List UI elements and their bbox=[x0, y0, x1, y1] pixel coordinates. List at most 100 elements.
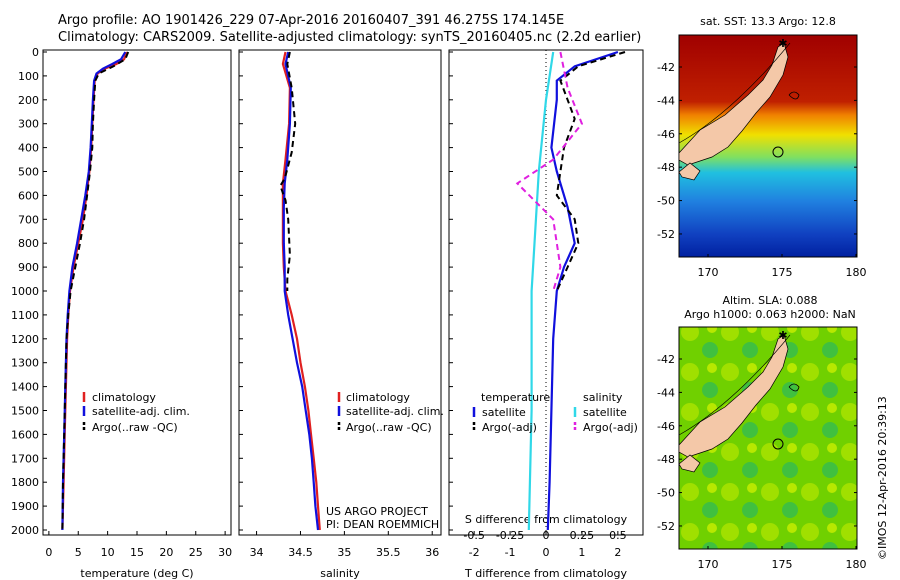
x-tick-label: -2 bbox=[469, 546, 480, 559]
legend-label: satellite-adj. clim. bbox=[346, 405, 444, 418]
y-tick-label: -48 bbox=[657, 453, 675, 466]
x-tick-label: 175 bbox=[772, 558, 793, 571]
x-tick-label: 180 bbox=[846, 266, 867, 279]
y-tick-label: -44 bbox=[657, 386, 675, 399]
y-tick-label: 700 bbox=[18, 213, 39, 226]
s-tick-label: -0.5 bbox=[463, 529, 484, 542]
contour-line bbox=[678, 42, 791, 144]
x-tick-label: 0 bbox=[45, 546, 52, 559]
legend-title-salinity: salinity bbox=[583, 391, 623, 404]
y-tick-label: 1400 bbox=[11, 381, 39, 394]
x-tick-label: 2 bbox=[614, 546, 621, 559]
series-line-1 bbox=[61, 51, 127, 531]
x-tick-label: 0 bbox=[543, 546, 550, 559]
x-tick-label: 35.5 bbox=[376, 546, 401, 559]
y-tick-label: -42 bbox=[657, 353, 675, 366]
series-line-2 bbox=[279, 51, 297, 291]
plot-frame bbox=[238, 49, 442, 536]
legend-label: climatology bbox=[346, 391, 410, 404]
series-line-3 bbox=[515, 51, 584, 292]
y-tick-label: 200 bbox=[18, 94, 39, 107]
legend-title-temperature: temperature bbox=[481, 391, 550, 404]
x-tick-label: 180 bbox=[846, 558, 867, 571]
contour-island bbox=[788, 383, 800, 392]
x-tick-label: 25 bbox=[189, 546, 203, 559]
annotation-line-1: US ARGO PROJECT bbox=[326, 505, 428, 518]
chart-panel-temperature-profile: 0100200300400500600700800900100011001200… bbox=[11, 46, 232, 580]
land-south-island bbox=[678, 42, 789, 166]
x-tick-label: 175 bbox=[772, 266, 793, 279]
y-tick-label: 800 bbox=[18, 237, 39, 250]
y-tick-label: 600 bbox=[18, 189, 39, 202]
y-tick-label: -46 bbox=[657, 420, 675, 433]
chart-panel-salinity-profile: 34 34.5 35 35.5 36 salinity climatologysatelli… bbox=[238, 49, 444, 580]
s-tick-label: 0.5 bbox=[609, 529, 627, 542]
s-tick-label: -0.25 bbox=[496, 529, 524, 542]
y-tick-label: 1700 bbox=[11, 452, 39, 465]
legend-label: satellite-adj. clim. bbox=[92, 405, 190, 418]
series-line-0 bbox=[546, 50, 619, 531]
y-tick-label: 1300 bbox=[11, 357, 39, 370]
x-tick-label: 15 bbox=[130, 546, 144, 559]
y-tick-label: 900 bbox=[18, 261, 39, 274]
s-tick-label: 0.25 bbox=[570, 529, 595, 542]
legend-label: climatology bbox=[92, 391, 156, 404]
y-tick-label: 100 bbox=[18, 70, 39, 83]
x-axis-label: T difference from climatology bbox=[464, 567, 627, 580]
land-stewart-island bbox=[678, 162, 701, 181]
legend-label: Argo(..raw -QC) bbox=[92, 421, 178, 434]
x-tick-label: 5 bbox=[75, 546, 82, 559]
y-tick-label: 1000 bbox=[11, 285, 39, 298]
y-tick-label: 1200 bbox=[11, 333, 39, 346]
x-tick-label: 20 bbox=[159, 546, 173, 559]
land-south-island bbox=[678, 334, 789, 458]
y-tick-label: -46 bbox=[657, 128, 675, 141]
y-tick-label: 1100 bbox=[11, 309, 39, 322]
x-axis-label: salinity bbox=[320, 567, 360, 580]
argo-position-marker bbox=[772, 438, 784, 450]
land-stewart-island bbox=[678, 454, 701, 473]
map-title: sat. SST: 13.3 Argo: 12.8 bbox=[700, 15, 836, 28]
y-tick-label: -44 bbox=[657, 94, 675, 107]
header-line-2: Climatology: CARS2009. Satellite-adjuste… bbox=[58, 30, 642, 45]
series-line-2 bbox=[61, 51, 130, 531]
legend-label: satellite bbox=[583, 406, 627, 419]
y-tick-label: -50 bbox=[657, 487, 675, 500]
map-sla-map: ✱ -42 -44 -46 -48 -50 -52 170 175 180 Altim. SLA: … bbox=[657, 294, 866, 571]
legend-label: Argo(-adj) bbox=[583, 421, 638, 434]
y-tick-label: 1600 bbox=[11, 428, 39, 441]
y-tick-label: 300 bbox=[18, 118, 39, 131]
x-tick-label: 170 bbox=[698, 266, 719, 279]
argo-star: ✱ bbox=[778, 329, 787, 342]
y-tick-label: 1500 bbox=[11, 405, 39, 418]
y-tick-label: -50 bbox=[657, 195, 675, 208]
y-tick-label: 500 bbox=[18, 166, 39, 179]
argo-star: ✱ bbox=[778, 37, 787, 50]
map-title-line-2: Argo h1000: 0.063 h2000: NaN bbox=[684, 308, 856, 321]
x-tick-label: 170 bbox=[698, 558, 719, 571]
map-title-line-1: Altim. SLA: 0.088 bbox=[722, 294, 817, 307]
series-line-2 bbox=[527, 51, 555, 531]
x-tick-label: 35 bbox=[337, 546, 351, 559]
chart-panel-difference-from-climatology: -2 -1 0 1 2 T difference from climatology -0.5… bbox=[448, 49, 644, 580]
y-tick-label: -48 bbox=[657, 161, 675, 174]
x-tick-label: 1 bbox=[578, 546, 585, 559]
x-tick-label: 34 bbox=[250, 546, 264, 559]
y-tick-label: -42 bbox=[657, 61, 675, 74]
map-sst-map: ✱ -42 -44 -46 -48 -50 -52 170 175 180 sat. SST: 13… bbox=[657, 15, 866, 279]
series-line-1 bbox=[555, 51, 626, 292]
y-tick-label: 1900 bbox=[11, 500, 39, 513]
y-tick-label: -52 bbox=[657, 228, 675, 241]
legend-label: Argo(..raw -QC) bbox=[346, 421, 432, 434]
x-tick-label: 34.5 bbox=[288, 546, 313, 559]
legend-label: satellite bbox=[482, 406, 526, 419]
plot-frame bbox=[42, 49, 232, 536]
x-tick-label: -1 bbox=[505, 546, 516, 559]
series-line-1 bbox=[282, 51, 320, 531]
legend-label: Argo(-adj) bbox=[482, 421, 537, 434]
header-line-1: Argo profile: AO 1901426_229 07-Apr-2016… bbox=[58, 13, 565, 28]
argo-position-marker bbox=[772, 146, 784, 158]
s-axis-label: S difference from climatology bbox=[465, 513, 628, 526]
y-tick-label: 2000 bbox=[11, 524, 39, 537]
